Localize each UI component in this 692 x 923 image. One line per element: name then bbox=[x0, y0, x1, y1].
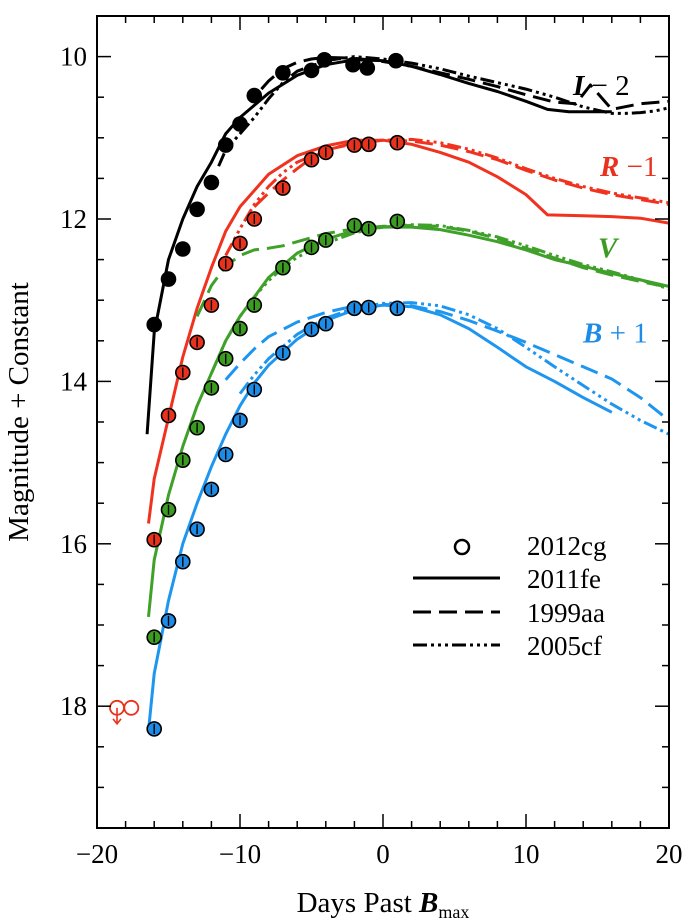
point-I-2012cg bbox=[303, 62, 320, 79]
x-axis-label-sub: max bbox=[438, 902, 469, 922]
x-axis-label: Days Past Bmax bbox=[297, 887, 470, 922]
y-axis-label: Magnitude + Constant bbox=[3, 282, 35, 542]
upper-limit-point bbox=[123, 699, 140, 716]
legend-label-2011fe: 2011fe bbox=[527, 564, 601, 594]
curve-R-2005cf bbox=[224, 137, 669, 257]
point-I-2012cg bbox=[316, 51, 333, 68]
x-axis-label-main: Days Past bbox=[297, 887, 419, 919]
y-tick-label: 14 bbox=[60, 366, 88, 396]
legend-marker-2012cg bbox=[453, 538, 471, 556]
point-I-2012cg bbox=[203, 174, 220, 191]
y-tick-label: 12 bbox=[60, 204, 87, 234]
curve-I-1999aa bbox=[260, 55, 669, 111]
y-tick-label: 10 bbox=[60, 42, 87, 72]
x-tick-label: −20 bbox=[76, 839, 118, 869]
plot-area bbox=[109, 51, 669, 737]
point-I-2012cg bbox=[146, 316, 162, 333]
upper-limit-arrowhead bbox=[112, 718, 122, 726]
point-I-2012cg bbox=[275, 65, 291, 81]
y-tick-label: 18 bbox=[60, 691, 87, 721]
legend-label-2005cf: 2005cf bbox=[527, 631, 602, 661]
band-label-V: V bbox=[598, 232, 620, 264]
point-I-2012cg bbox=[217, 137, 234, 153]
curve-R-1999aa bbox=[253, 138, 669, 208]
band-label-R: R −1 bbox=[599, 151, 657, 183]
band-label-B: B + 1 bbox=[582, 318, 648, 350]
band-label-I: I − 2 bbox=[572, 70, 630, 102]
point-I-2012cg bbox=[189, 201, 205, 218]
x-tick-label: 10 bbox=[513, 839, 540, 869]
band-labels: I − 2 R −1 V B + 1 bbox=[572, 70, 657, 350]
legend-label-1999aa: 1999aa bbox=[527, 598, 605, 628]
point-I-2012cg bbox=[160, 271, 177, 287]
x-tick-label: 20 bbox=[656, 839, 683, 869]
curve-B-2005cf bbox=[238, 301, 669, 436]
point-I-2012cg bbox=[175, 241, 191, 257]
y-tick-label: 16 bbox=[60, 529, 87, 559]
x-tick-label: −10 bbox=[219, 839, 261, 869]
point-I-2012cg bbox=[246, 87, 263, 104]
point-I-2012cg bbox=[232, 116, 248, 132]
axes: −20 −10 0 10 20 10 12 14 16 18 bbox=[60, 15, 683, 869]
point-I-2012cg bbox=[345, 56, 361, 73]
legend-label-2012cg: 2012cg bbox=[527, 531, 606, 561]
curve-B-1999aa bbox=[224, 302, 669, 422]
point-I-2012cg bbox=[359, 60, 376, 76]
x-tick-label: 0 bbox=[376, 839, 390, 869]
x-axis-label-bold: B bbox=[418, 887, 438, 919]
point-I-2012cg bbox=[388, 52, 404, 69]
